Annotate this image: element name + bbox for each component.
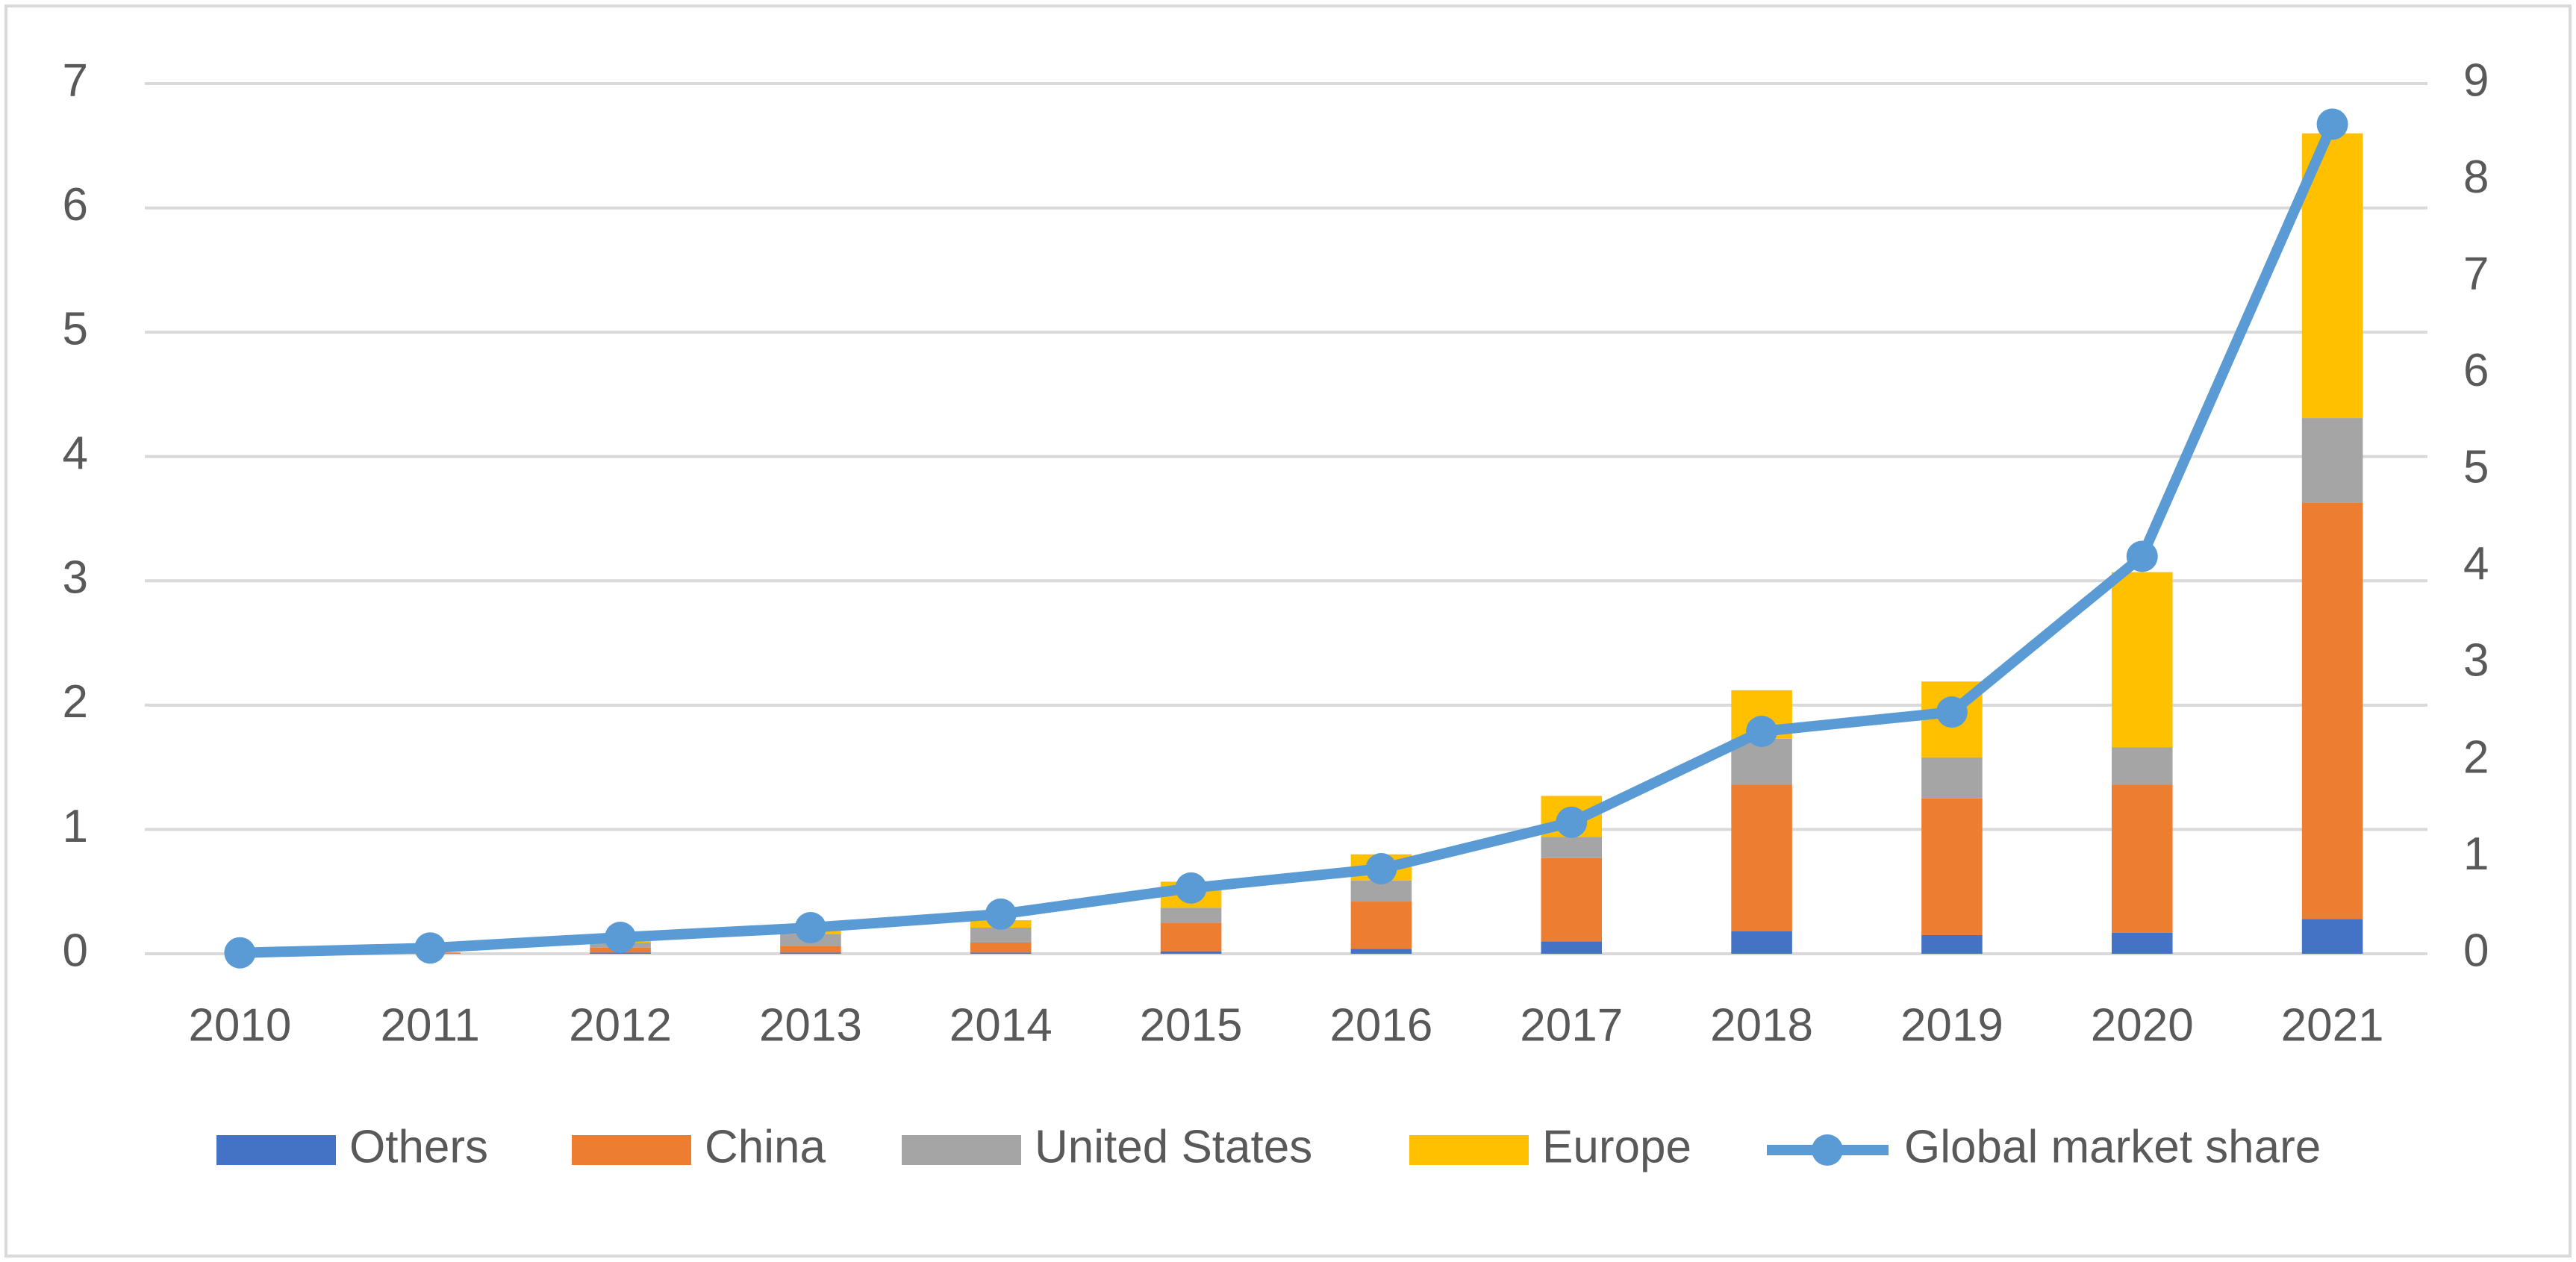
x-tick-label: 2015 xyxy=(1140,999,1243,1051)
bar-segment xyxy=(2111,572,2173,748)
legend-swatch xyxy=(902,1135,1021,1165)
bar-segment xyxy=(1160,922,1222,952)
legend-label: United States xyxy=(1035,1121,1312,1172)
legend-label: China xyxy=(705,1121,826,1172)
legend-swatch xyxy=(1409,1135,1529,1165)
x-tick-label: 2012 xyxy=(569,999,672,1051)
bar-segment xyxy=(1160,951,1222,954)
legend-swatch xyxy=(216,1135,336,1165)
line-marker xyxy=(794,912,826,944)
legend-label: Europe xyxy=(1542,1121,1691,1172)
bar-segment xyxy=(970,943,1032,953)
bar-segment xyxy=(780,946,841,953)
line-marker xyxy=(1746,716,1778,748)
x-tick-label: 2021 xyxy=(2281,999,2384,1051)
bar-segment xyxy=(1350,902,1412,949)
y2-tick-label: 1 xyxy=(2463,828,2489,880)
line-marker xyxy=(985,898,1017,930)
bar-segment xyxy=(1541,858,1603,942)
bar-segment xyxy=(2301,418,2363,503)
x-tick-label: 2014 xyxy=(949,999,1052,1051)
line xyxy=(240,122,2337,958)
bar-segment xyxy=(1160,908,1222,923)
bar-segment xyxy=(2111,784,2173,933)
y2-tick-label: 4 xyxy=(2463,538,2489,590)
bar-segment xyxy=(2301,502,2363,919)
y-tick-label: 2 xyxy=(63,676,88,728)
x-tick-label: 2017 xyxy=(1520,999,1623,1051)
y2-tick-label: 9 xyxy=(2463,54,2489,106)
line-marker xyxy=(2126,540,2158,572)
bar-segment xyxy=(1921,757,1983,799)
y-tick-label: 4 xyxy=(63,428,88,479)
line-marker xyxy=(2316,108,2348,140)
x-tick-label: 2020 xyxy=(2091,999,2194,1051)
y2-tick-label: 5 xyxy=(2463,442,2489,493)
bar-segment xyxy=(2111,747,2173,785)
bar-segment xyxy=(1350,949,1412,954)
bar-segment xyxy=(2111,932,2173,954)
line-marker xyxy=(1365,852,1397,884)
line-marker xyxy=(605,921,637,953)
x-tick-label: 2013 xyxy=(759,999,862,1051)
y2-tick-label: 7 xyxy=(2463,248,2489,299)
line-marker xyxy=(1936,696,1968,728)
x-tick-label: 2019 xyxy=(1900,999,2003,1051)
bar-segment xyxy=(1921,935,1983,954)
y2-tick-label: 8 xyxy=(2463,151,2489,203)
chart-border xyxy=(4,4,2572,1258)
y-tick-label: 6 xyxy=(63,179,88,231)
y-tick-label: 1 xyxy=(63,801,88,852)
y2-tick-label: 3 xyxy=(2463,635,2489,687)
legend-marker xyxy=(1812,1134,1843,1166)
line-marker xyxy=(1175,872,1207,904)
line-marker xyxy=(414,932,446,964)
bar-segment xyxy=(590,952,651,954)
legend-label: Others xyxy=(349,1121,488,1172)
bar-segment xyxy=(1541,941,1603,954)
bar-segment xyxy=(2301,919,2363,954)
bar-segment xyxy=(1731,784,1792,932)
y2-tick-label: 0 xyxy=(2463,925,2489,976)
line-marker xyxy=(1556,806,1588,838)
x-tick-label: 2010 xyxy=(188,999,291,1051)
x-tick-label: 2016 xyxy=(1329,999,1432,1051)
x-tick-label: 2011 xyxy=(381,999,480,1051)
line-marker xyxy=(224,937,256,969)
bar-segment xyxy=(970,928,1032,943)
legend-label: Global market share xyxy=(1904,1121,2321,1172)
x-tick-label: 2018 xyxy=(1710,999,1813,1051)
y-tick-label: 3 xyxy=(63,552,88,604)
bar-segment xyxy=(780,952,841,954)
bar-segment xyxy=(970,952,1032,954)
y-tick-label: 5 xyxy=(63,304,88,355)
y-tick-label: 0 xyxy=(63,925,88,976)
bar-segment xyxy=(1921,798,1983,936)
y-tick-label: 7 xyxy=(63,54,88,106)
y2-tick-label: 6 xyxy=(2463,345,2489,396)
legend-swatch xyxy=(572,1135,691,1165)
bar-segment xyxy=(1731,931,1792,954)
y2-tick-label: 2 xyxy=(2463,731,2489,783)
bar-segment xyxy=(1541,837,1603,858)
